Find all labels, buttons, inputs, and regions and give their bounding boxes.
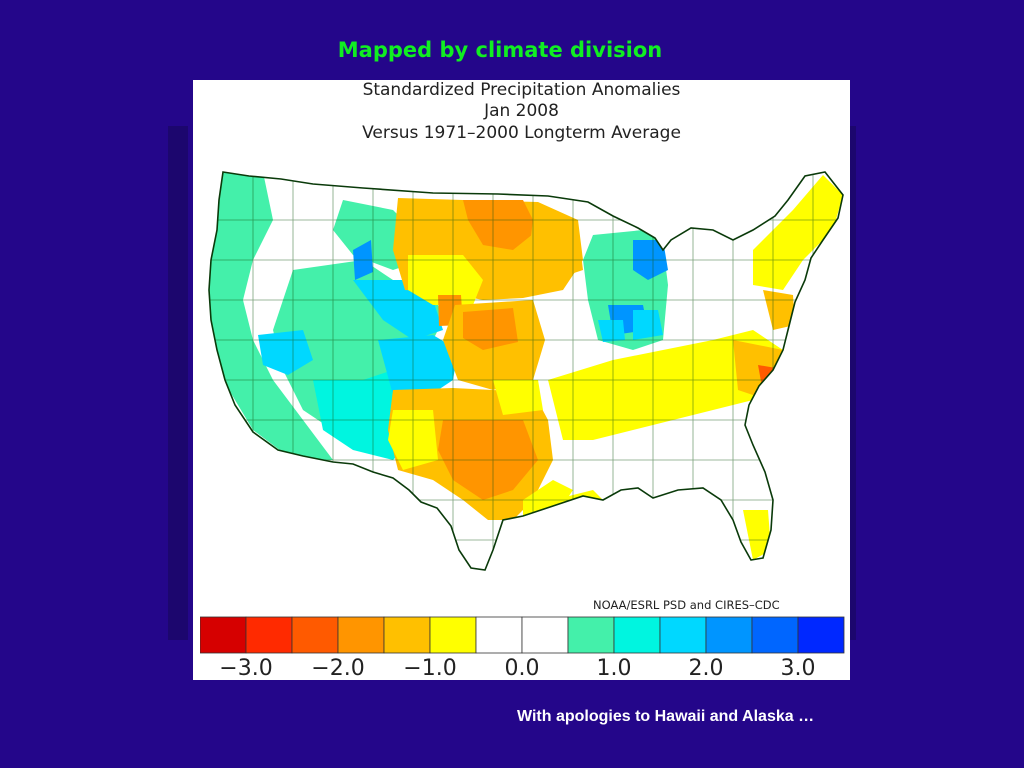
- slide-title: Mapped by climate division: [337, 38, 663, 62]
- colorbar-swatch: [797, 616, 845, 654]
- colorbar-swatch: [613, 616, 661, 654]
- colorbar-tick-label: −1.0: [403, 656, 457, 681]
- map-baseline: Versus 1971–2000 Longterm Average: [362, 123, 681, 143]
- colorbar-tick-label: 1.0: [596, 656, 632, 681]
- anomaly-fills: [209, 172, 843, 570]
- panel-shadow-right: [850, 126, 856, 640]
- map-credit: NOAA/ESRL PSD and CIRES–CDC: [593, 598, 780, 612]
- colorbar-swatch: [475, 616, 523, 654]
- us-climate-division-map: [208, 171, 844, 571]
- colorbar-swatch: [705, 616, 753, 654]
- map-panel: Standardized Precipitation Anomalies Jan…: [193, 80, 850, 681]
- colorbar-tick-label: 2.0: [688, 656, 724, 681]
- colorbar-tick-label: 3.0: [780, 656, 816, 681]
- colorbar-swatch: [751, 616, 799, 654]
- map-title: Standardized Precipitation Anomalies: [362, 80, 681, 100]
- colorbar-swatch: [567, 616, 615, 654]
- colorbar-swatch: [383, 616, 431, 654]
- panel-shadow-left: [168, 126, 188, 640]
- colorbar: [200, 616, 845, 654]
- colorbar-tick-label: 0.0: [504, 656, 540, 681]
- colorbar-swatch: [245, 616, 293, 654]
- colorbar-swatch: [291, 616, 339, 654]
- colorbar-swatch: [429, 616, 477, 654]
- map-date: Jan 2008: [484, 101, 559, 121]
- colorbar-swatch: [200, 616, 247, 654]
- colorbar-tick-label: −2.0: [311, 656, 365, 681]
- footer-note: With apologies to Hawaii and Alaska …: [517, 708, 815, 725]
- colorbar-tick-label: −3.0: [219, 656, 273, 681]
- colorbar-swatch: [659, 616, 707, 654]
- colorbar-swatch: [337, 616, 385, 654]
- colorbar-swatch: [521, 616, 569, 654]
